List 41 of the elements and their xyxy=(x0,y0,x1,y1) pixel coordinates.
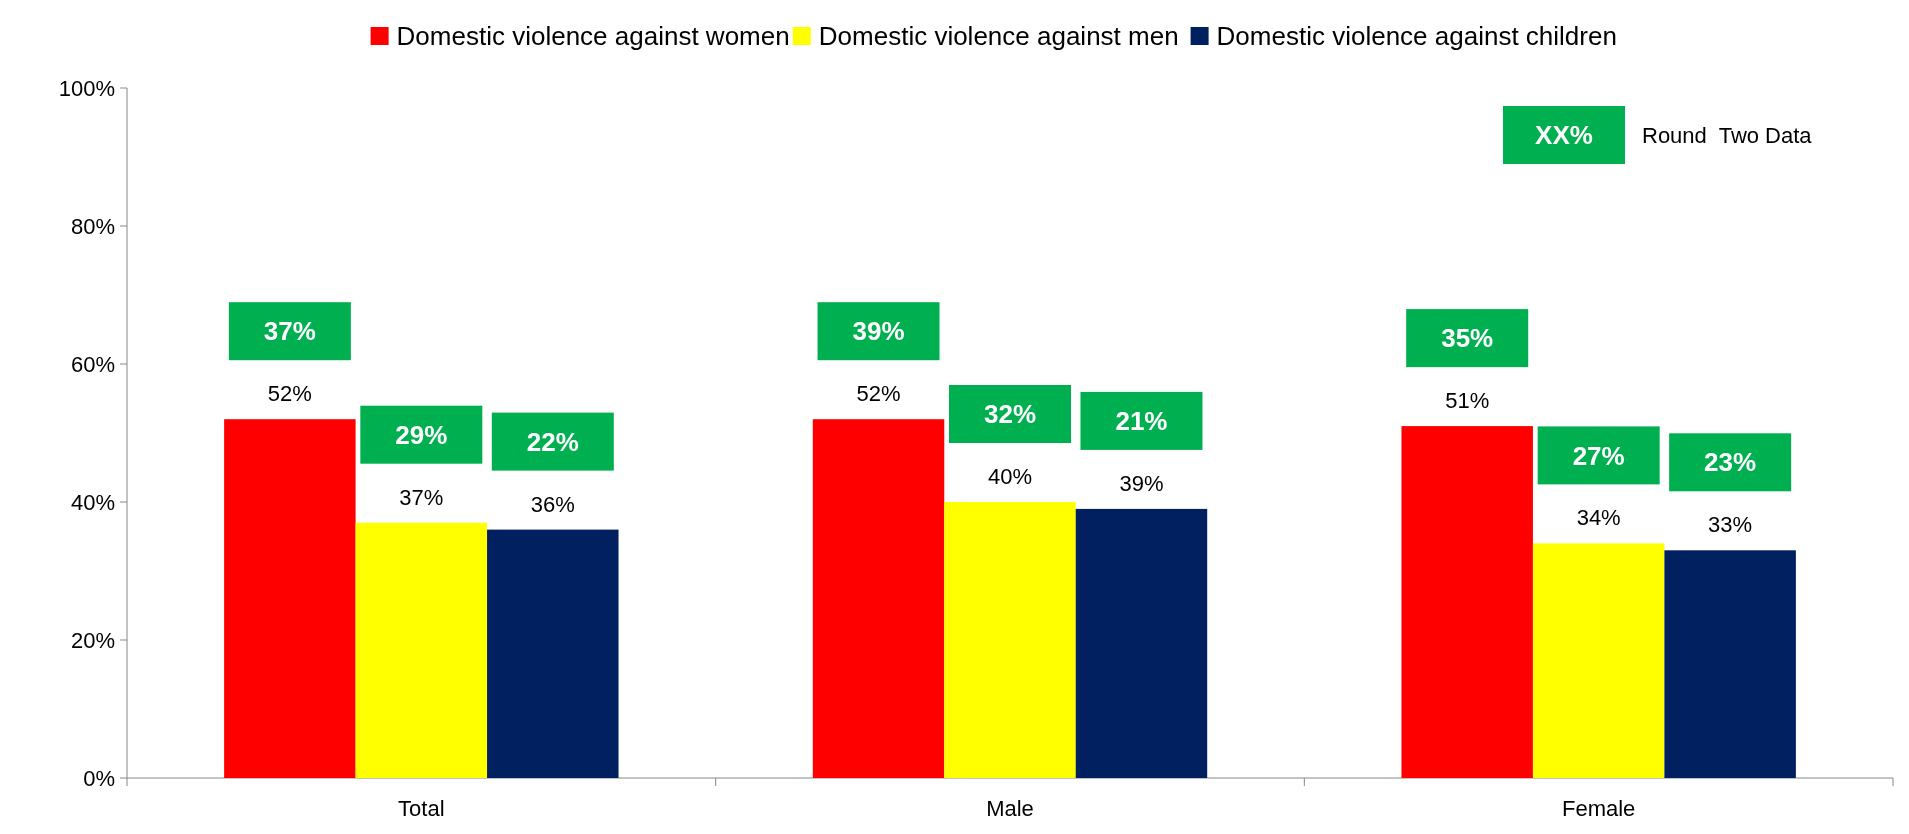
bar xyxy=(812,419,945,778)
annotation: 27% xyxy=(1572,440,1625,471)
annotation: 21% xyxy=(1115,406,1168,436)
data-label: 34% xyxy=(1576,505,1621,531)
y-tick-label: 60% xyxy=(70,351,115,377)
data-label: 39% xyxy=(1119,470,1164,496)
annotation: 37% xyxy=(263,316,316,347)
bar xyxy=(1532,543,1665,778)
y-tick-label: 20% xyxy=(70,627,115,653)
bar xyxy=(1401,426,1533,778)
annotation: 39% xyxy=(852,316,905,347)
data-label: 51% xyxy=(1445,388,1490,414)
bar xyxy=(1075,508,1208,778)
y-tick-label: 80% xyxy=(70,213,115,239)
bar xyxy=(355,522,488,778)
bar xyxy=(224,419,356,778)
bar xyxy=(1664,550,1796,778)
x-tick-label: Male xyxy=(986,796,1034,821)
x-tick-label: Female xyxy=(1561,796,1636,821)
annotation: 35% xyxy=(1441,323,1494,354)
x-tick-label: Total xyxy=(398,796,445,821)
y-tick-label: 100% xyxy=(58,75,115,101)
bar xyxy=(944,502,1076,778)
annotation: 22% xyxy=(526,426,579,457)
data-label: 52% xyxy=(267,381,312,407)
annotation: XX% xyxy=(1535,120,1593,151)
y-tick-label: 40% xyxy=(70,489,115,515)
legend-label: Domestic violence against children xyxy=(1216,21,1617,52)
data-label: 33% xyxy=(1708,512,1753,538)
legend-label: Domestic violence against women xyxy=(396,21,790,52)
annotation: 32% xyxy=(983,399,1037,430)
data-label: 40% xyxy=(987,464,1033,489)
bar xyxy=(487,529,619,778)
annotation: 23% xyxy=(1704,447,1757,478)
data-label: 37% xyxy=(399,484,444,510)
y-tick-label: 0% xyxy=(83,765,115,791)
data-label: 52% xyxy=(856,381,901,407)
annotation: 29% xyxy=(395,419,448,450)
annotation: Round Two Data xyxy=(1642,122,1813,148)
legend-label: Domestic violence against men xyxy=(818,21,1179,52)
data-label: 36% xyxy=(530,491,575,517)
